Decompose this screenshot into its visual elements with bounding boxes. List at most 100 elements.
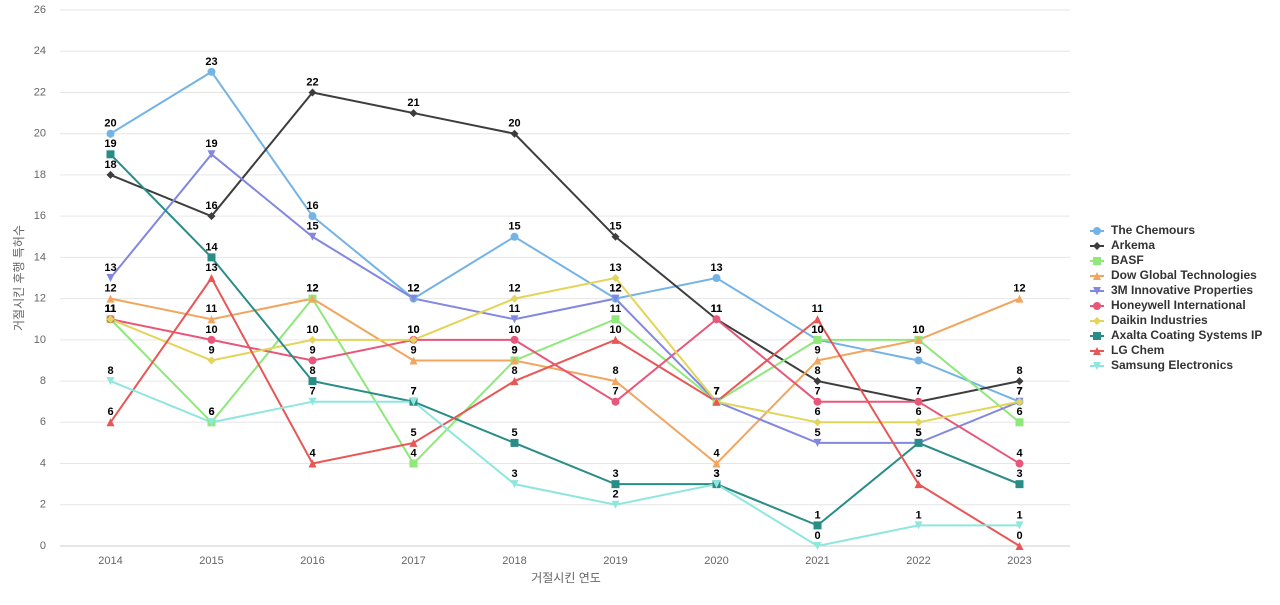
- data-label: 6: [915, 406, 921, 418]
- data-label: 7: [713, 386, 719, 398]
- point: [308, 294, 317, 303]
- point: [813, 315, 822, 324]
- point: [409, 294, 418, 303]
- y-tick-label: 26: [34, 4, 46, 16]
- data-label: 7: [410, 386, 416, 398]
- data-label: 0: [1016, 530, 1022, 542]
- point: [1015, 377, 1024, 386]
- data-label: 3: [612, 468, 618, 480]
- data-label: 12: [407, 283, 419, 295]
- point: [106, 129, 115, 138]
- data-label: 12: [407, 283, 419, 295]
- point: [813, 335, 822, 344]
- y-axis-title: 거절시킨 후행 특허수: [11, 225, 26, 331]
- data-label: 11: [105, 303, 117, 315]
- data-label: 1: [814, 509, 820, 521]
- data-label: 9: [511, 344, 517, 356]
- point: [106, 418, 115, 427]
- point: [207, 356, 216, 365]
- data-label: 6: [208, 406, 214, 418]
- series-line: [109, 276, 1021, 547]
- point: [308, 397, 317, 406]
- data-label: 8: [1016, 365, 1022, 377]
- legend-label: BASF: [1111, 253, 1144, 267]
- data-label: 11: [610, 303, 622, 315]
- point: [1015, 480, 1024, 489]
- point: [813, 438, 822, 447]
- point: [409, 356, 418, 365]
- point: [1015, 521, 1024, 530]
- data-label: 8: [612, 365, 618, 377]
- data-label: 13: [609, 262, 621, 274]
- data-label: 11: [105, 303, 117, 315]
- y-tick-label: 0: [40, 540, 46, 552]
- data-label: 1: [1016, 509, 1022, 521]
- point: [106, 274, 115, 282]
- y-tick-label: 4: [40, 457, 46, 469]
- point: [914, 480, 923, 489]
- legend-label: The Chemours: [1111, 223, 1195, 237]
- legend-label: Daikin Industries: [1111, 313, 1208, 327]
- point: [1015, 418, 1024, 427]
- series-line: [109, 296, 1021, 466]
- data-label: 7: [612, 386, 618, 398]
- point: [510, 129, 519, 138]
- data-label: 3: [713, 468, 719, 480]
- x-tick-label: 2016: [300, 555, 324, 567]
- data-label: 12: [609, 283, 621, 295]
- x-tick-label: 2022: [906, 555, 930, 567]
- point: [611, 294, 620, 303]
- series-line: [109, 153, 1020, 527]
- point: [409, 438, 418, 447]
- x-tick-label: 2023: [1007, 555, 1031, 567]
- point: [914, 397, 923, 406]
- data-label: 16: [306, 200, 318, 212]
- data-label: 9: [511, 344, 517, 356]
- point: [207, 253, 216, 262]
- point: [914, 418, 923, 427]
- data-label: 11: [206, 303, 218, 315]
- point: [207, 335, 216, 344]
- point: [712, 274, 721, 282]
- data-label: 20: [104, 118, 116, 130]
- point: [207, 274, 216, 282]
- point: [712, 480, 721, 489]
- legend-label: 3M Innovative Properties: [1111, 283, 1253, 297]
- legend-label: LG Chem: [1111, 343, 1164, 357]
- point: [510, 438, 519, 447]
- data-label: 10: [811, 324, 823, 336]
- point: [409, 397, 418, 406]
- data-label: 23: [205, 56, 217, 68]
- point: [409, 109, 418, 118]
- point: [207, 315, 216, 324]
- data-label: 7: [915, 386, 921, 398]
- data-label: 9: [410, 344, 416, 356]
- data-label: 4: [713, 447, 720, 459]
- data-label: 16: [205, 200, 217, 212]
- point: [409, 459, 418, 468]
- point: [1015, 459, 1024, 468]
- data-label: 5: [915, 427, 921, 439]
- point: [510, 315, 519, 324]
- y-tick-label: 12: [34, 293, 46, 305]
- data-label: 3: [511, 468, 517, 480]
- data-label: 10: [912, 324, 924, 336]
- data-label: 7: [1016, 386, 1022, 398]
- x-tick-label: 2019: [603, 555, 627, 567]
- series: [109, 152, 1020, 444]
- data-label: 8: [107, 365, 113, 377]
- point: [510, 335, 519, 344]
- point: [308, 232, 317, 241]
- point: [1093, 302, 1101, 310]
- data-label: 18: [104, 159, 116, 171]
- data-label: 7: [713, 386, 719, 398]
- point: [914, 438, 923, 447]
- point: [611, 232, 620, 241]
- data-label: 11: [509, 303, 521, 315]
- point: [1093, 242, 1101, 250]
- data-label: 22: [306, 76, 318, 88]
- y-tick-label: 14: [34, 251, 46, 263]
- point: [1093, 287, 1101, 295]
- point: [106, 170, 115, 179]
